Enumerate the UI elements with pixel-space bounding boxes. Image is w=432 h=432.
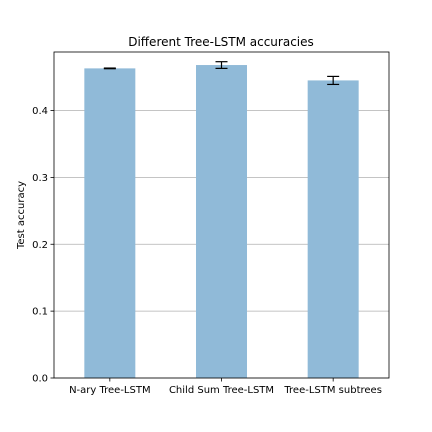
y-axis-label: Test accuracy: [16, 181, 27, 250]
bars: [84, 65, 359, 379]
bar: [84, 68, 136, 378]
y-tick-label: 0.3: [32, 173, 48, 184]
y-tick-label: 0.2: [32, 240, 48, 251]
bar: [196, 65, 247, 378]
error-bars: [103, 61, 340, 86]
y-tick-label: 0.4: [32, 106, 48, 117]
y-tick-label: 0.0: [32, 374, 48, 385]
chart-title: Different Tree-LSTM accuracies: [128, 35, 314, 49]
x-tick-label: Child Sum Tree-LSTM: [169, 385, 274, 396]
x-tick-label: Tree-LSTM subtrees: [283, 385, 382, 396]
y-axis-ticks: 0.0 0.1 0.2 0.3 0.4: [32, 106, 54, 385]
x-axis-ticks: N-ary Tree-LSTM Child Sum Tree-LSTM Tree-L…: [69, 378, 382, 396]
bar: [307, 80, 359, 379]
y-tick-label: 0.1: [32, 307, 48, 318]
x-tick-label: N-ary Tree-LSTM: [69, 385, 151, 396]
